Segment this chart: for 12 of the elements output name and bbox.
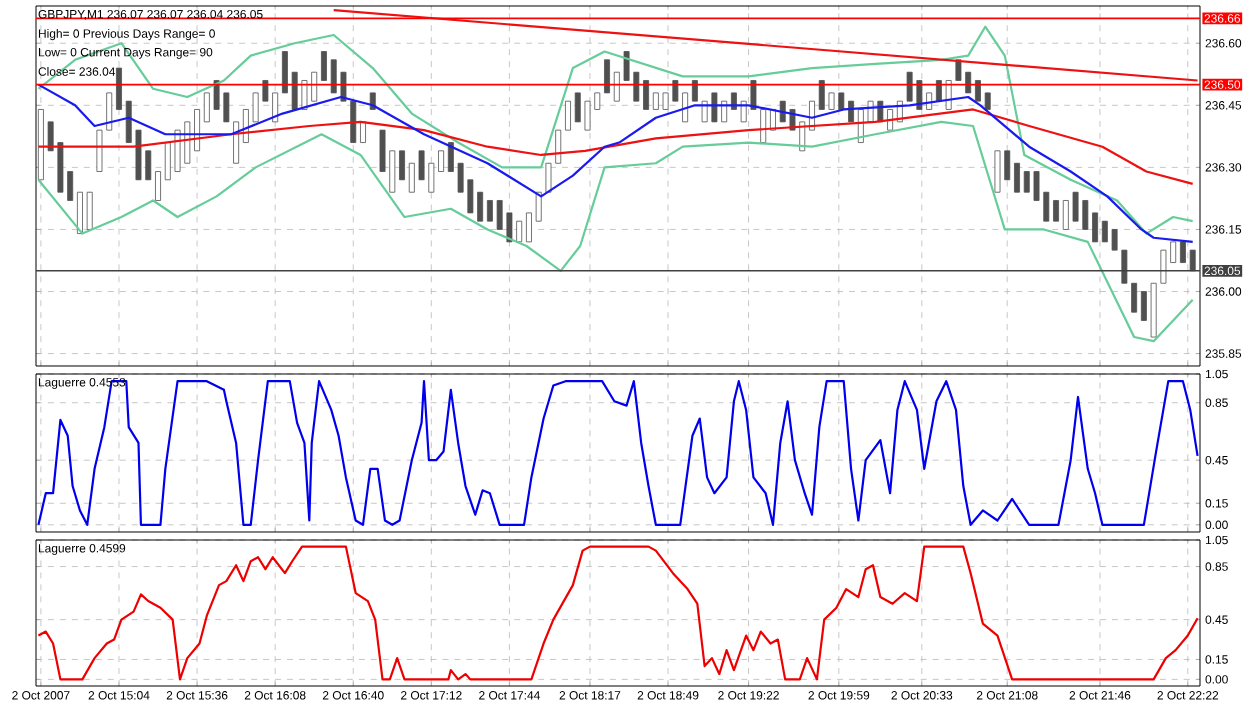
candlestick [1053, 199, 1059, 222]
candlestick [155, 171, 161, 201]
candlestick [604, 59, 610, 94]
candlestick [565, 100, 571, 131]
candlestick [116, 67, 122, 110]
candlestick [1014, 162, 1020, 193]
line-series [37, 25, 1194, 235]
candlestick [399, 150, 405, 181]
line-series [37, 120, 1194, 343]
line-series [37, 380, 1199, 526]
line-series [37, 108, 1194, 186]
line-series [37, 83, 1194, 243]
